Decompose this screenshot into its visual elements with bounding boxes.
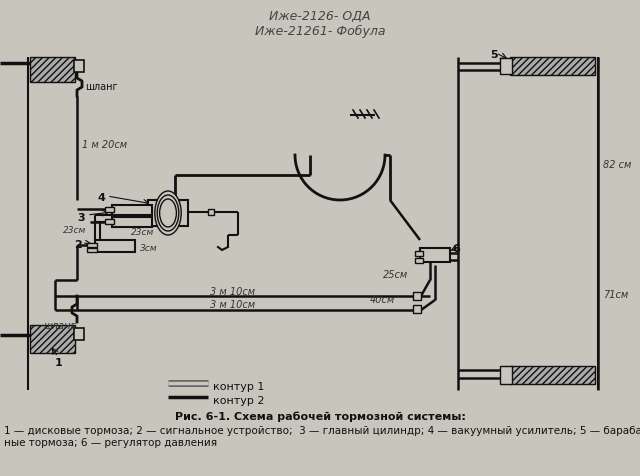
- Text: контур 2: контур 2: [213, 396, 264, 406]
- Bar: [413, 292, 421, 300]
- Bar: [74, 328, 84, 340]
- Bar: [74, 60, 84, 72]
- Text: Рис. 6-1. Схема рабочей тормозной системы:: Рис. 6-1. Схема рабочей тормозной систем…: [175, 412, 465, 423]
- Bar: [208, 209, 214, 215]
- Bar: [105, 219, 114, 224]
- Bar: [95, 240, 135, 252]
- Text: шланг: шланг: [85, 82, 118, 92]
- Text: контур 1: контур 1: [213, 382, 264, 392]
- Bar: [510, 57, 595, 75]
- Text: 1 — дисковые тормоза; 2 — сигнальное устройство;  3 — главный цилиндр; 4 — вакуу: 1 — дисковые тормоза; 2 — сигнальное уст…: [4, 426, 640, 447]
- Text: 23см: 23см: [63, 226, 86, 235]
- Text: 3см: 3см: [140, 244, 157, 253]
- Text: Иже-2126- ОДА: Иже-2126- ОДА: [269, 10, 371, 23]
- Text: шланг: шланг: [44, 321, 77, 331]
- Bar: [415, 251, 423, 256]
- Bar: [30, 325, 75, 353]
- Text: 1 м 20см: 1 м 20см: [82, 140, 127, 150]
- Text: 25см: 25см: [383, 270, 408, 280]
- Text: 1: 1: [55, 358, 63, 368]
- Ellipse shape: [157, 195, 179, 231]
- Text: Иже-21261- Фобула: Иже-21261- Фобула: [255, 25, 385, 38]
- Text: 5: 5: [490, 50, 498, 60]
- Text: 3: 3: [77, 213, 84, 223]
- Bar: [510, 366, 595, 384]
- Text: 3 м 10см: 3 м 10см: [210, 300, 255, 310]
- Text: 3 м 10см: 3 м 10см: [210, 287, 255, 297]
- Bar: [105, 207, 114, 212]
- Text: 40см: 40см: [370, 295, 396, 305]
- Bar: [112, 205, 152, 215]
- Text: 2: 2: [74, 240, 82, 250]
- Bar: [420, 248, 450, 262]
- Bar: [87, 248, 97, 252]
- Bar: [87, 243, 97, 247]
- Text: 82 см: 82 см: [603, 160, 632, 170]
- Text: 6: 6: [452, 244, 460, 254]
- Bar: [30, 57, 75, 82]
- Text: 71см: 71см: [603, 290, 628, 300]
- Bar: [415, 258, 423, 263]
- Bar: [413, 305, 421, 313]
- Bar: [500, 58, 512, 74]
- Bar: [148, 200, 188, 226]
- Ellipse shape: [155, 191, 181, 235]
- Bar: [500, 366, 512, 384]
- Text: 23см: 23см: [131, 228, 154, 237]
- Bar: [112, 217, 152, 227]
- Ellipse shape: [159, 199, 177, 227]
- Text: 4: 4: [97, 193, 105, 203]
